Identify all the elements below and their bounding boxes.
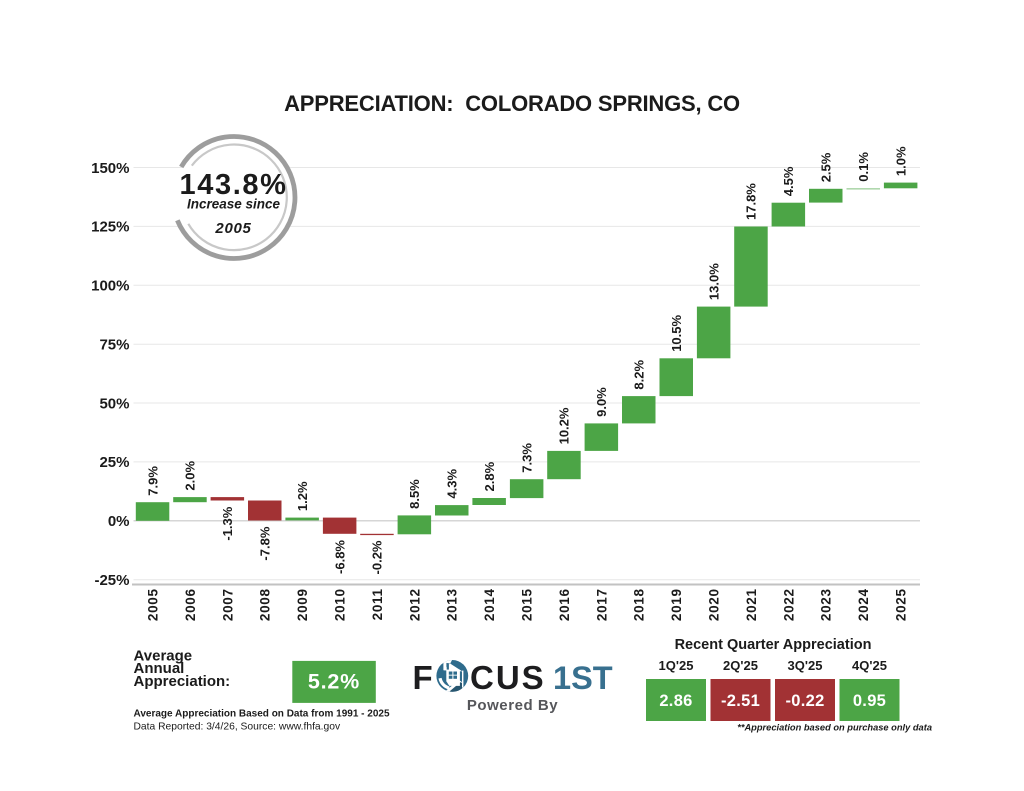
svg-text:2015: 2015 [520, 588, 535, 621]
svg-text:1Q'25: 1Q'25 [659, 658, 694, 673]
svg-text:Appreciation:: Appreciation: [134, 673, 231, 690]
svg-text:-0.2%: -0.2% [370, 540, 385, 574]
svg-text:10.2%: 10.2% [557, 407, 572, 444]
svg-text:Recent Quarter Appreciation: Recent Quarter Appreciation [675, 637, 872, 653]
svg-text:2008: 2008 [258, 588, 273, 621]
svg-text:1ST: 1ST [553, 660, 613, 696]
svg-text:2024: 2024 [856, 588, 871, 621]
svg-text:2023: 2023 [819, 588, 834, 621]
svg-text:-1.3%: -1.3% [220, 506, 235, 540]
svg-text:-2.51: -2.51 [721, 692, 760, 710]
svg-text:2016: 2016 [557, 588, 572, 621]
svg-text:100%: 100% [91, 278, 129, 295]
svg-text:3Q'25: 3Q'25 [788, 658, 823, 673]
svg-text:2013: 2013 [445, 588, 460, 621]
svg-text:Annual: Annual [134, 660, 185, 677]
svg-text:8.2%: 8.2% [632, 360, 647, 390]
svg-text:2006: 2006 [183, 588, 198, 621]
svg-text:2007: 2007 [220, 588, 235, 621]
svg-text:1.0%: 1.0% [893, 146, 908, 176]
svg-text:-0.22: -0.22 [785, 692, 824, 710]
svg-text:8.5%: 8.5% [407, 479, 422, 509]
svg-text:APPRECIATION: COLORADO SPRING: APPRECIATION: COLORADO SPRINGS, CO [284, 91, 740, 116]
svg-text:2.0%: 2.0% [183, 461, 198, 491]
svg-text:Powered By: Powered By [467, 697, 558, 714]
svg-text:4.5%: 4.5% [781, 166, 796, 196]
svg-text:2.86: 2.86 [659, 692, 692, 710]
svg-text:2005: 2005 [146, 588, 161, 621]
svg-text:5.2%: 5.2% [308, 670, 360, 694]
svg-text:2014: 2014 [482, 588, 497, 621]
svg-text:-6.8%: -6.8% [332, 540, 347, 574]
svg-text:2010: 2010 [333, 588, 348, 621]
svg-text:2018: 2018 [632, 588, 647, 621]
svg-text:2021: 2021 [744, 588, 759, 621]
svg-text:0.95: 0.95 [853, 692, 886, 710]
svg-text:150%: 150% [91, 160, 129, 177]
svg-text:4Q'25: 4Q'25 [852, 658, 887, 673]
svg-text:7.3%: 7.3% [519, 443, 534, 473]
svg-text:Average: Average [134, 648, 193, 665]
svg-text:2005: 2005 [214, 220, 251, 237]
svg-text:10.5%: 10.5% [669, 314, 684, 351]
svg-text:-7.8%: -7.8% [258, 526, 273, 560]
svg-text:75%: 75% [99, 337, 129, 354]
svg-text:13.0%: 13.0% [706, 263, 721, 300]
svg-text:17.8%: 17.8% [744, 183, 759, 220]
svg-text:2020: 2020 [707, 588, 722, 621]
svg-text:25%: 25% [99, 454, 129, 471]
svg-text:Data Reported: 3/4/26, Source:: Data Reported: 3/4/26, Source: www.fhfa.… [134, 722, 341, 733]
svg-text:-25%: -25% [94, 572, 129, 589]
svg-text:2.5%: 2.5% [819, 152, 834, 182]
svg-text:Increase since: Increase since [187, 197, 281, 212]
svg-text:2Q'25: 2Q'25 [723, 658, 758, 673]
svg-text:2009: 2009 [295, 588, 310, 621]
svg-text:CUS: CUS [470, 659, 546, 696]
svg-text:Average Appreciation Based on: Average Appreciation Based on Data from … [134, 709, 390, 720]
svg-text:2012: 2012 [407, 588, 422, 621]
svg-text:143.8%: 143.8% [180, 169, 288, 201]
svg-text:4.3%: 4.3% [445, 469, 460, 499]
svg-text:2019: 2019 [669, 588, 684, 621]
svg-text:2.8%: 2.8% [482, 461, 497, 491]
svg-text:**Appreciation based on purcha: **Appreciation based on purchase only da… [737, 723, 932, 733]
svg-text:2011: 2011 [370, 588, 385, 620]
svg-text:125%: 125% [91, 219, 129, 236]
svg-text:2025: 2025 [894, 588, 909, 621]
svg-text:0.1%: 0.1% [856, 152, 871, 182]
svg-text:50%: 50% [99, 395, 129, 412]
svg-text:9.0%: 9.0% [594, 387, 609, 417]
svg-text:F: F [413, 659, 433, 696]
svg-text:2017: 2017 [594, 588, 609, 621]
svg-text:1.2%: 1.2% [295, 481, 310, 511]
svg-text:0%: 0% [108, 513, 130, 530]
svg-text:7.9%: 7.9% [145, 466, 160, 496]
svg-text:2022: 2022 [781, 588, 796, 621]
